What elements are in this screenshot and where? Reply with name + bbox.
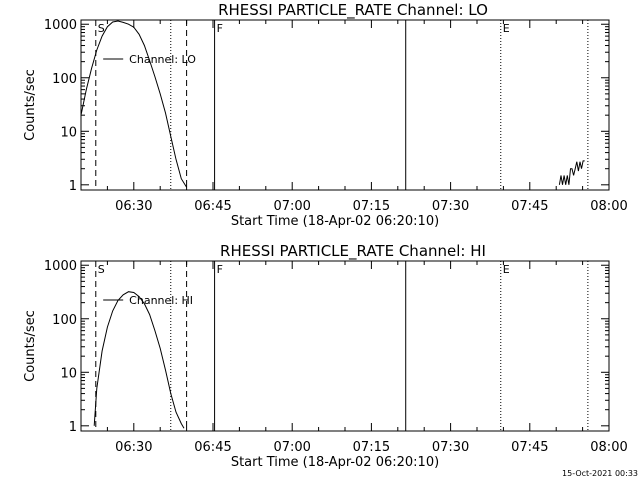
chart0-series-line-1: [558, 160, 585, 185]
chart0-x-tick-label: 06:45: [194, 199, 231, 214]
chart0-x-tick-label: 07:15: [353, 199, 390, 214]
footer-timestamp: 15-Oct-2021 00:33: [562, 469, 638, 478]
chart0-series-line-0: [81, 20, 188, 188]
chart1-y-tick-label: 1000: [44, 259, 77, 274]
chart1-y-axis-label: Counts/sec: [23, 310, 38, 382]
chart-panel-lo: RHESSI PARTICLE_RATE Channel: LO 06:30 06:…: [23, 1, 628, 229]
chart1-event-marker-label: E: [503, 263, 510, 276]
chart1-x-tick-label: 07:45: [511, 440, 548, 455]
chart0-x-tick-label: 06:30: [115, 199, 152, 214]
chart0-event-marker-label: E: [503, 22, 510, 35]
chart1-x-tick-label: 06:30: [115, 440, 152, 455]
chart0-y-tick-label: 10: [60, 125, 77, 140]
chart1-x-tick-label: 08:00: [590, 440, 627, 455]
chart1-title: RHESSI PARTICLE_RATE Channel: HI: [220, 242, 486, 261]
chart0-x-tick-label: 07:30: [432, 199, 469, 214]
chart0-legend-label: Channel: LO: [129, 53, 196, 66]
chart0-y-tick-label: 1: [69, 179, 77, 194]
chart1-x-tick-label: 07:15: [353, 440, 390, 455]
chart-panel-hi: RHESSI PARTICLE_RATE Channel: HI 06:30 06:…: [23, 242, 628, 470]
chart1-event-marker-label: S: [98, 263, 105, 276]
chart0-y-tick-label: 1000: [44, 18, 77, 33]
chart0-x-tick-label: 07:00: [273, 199, 310, 214]
chart0-y-axis-label: Counts/sec: [23, 69, 38, 141]
chart1-plot-frame: [80, 260, 610, 432]
chart1-series-line-0: [93, 291, 185, 429]
chart1-x-tick-label: 07:30: [432, 440, 469, 455]
chart0-title: RHESSI PARTICLE_RATE Channel: LO: [218, 1, 488, 20]
chart0-y-tick-label: 100: [52, 72, 77, 87]
chart1-y-tick-label: 1: [69, 420, 77, 435]
chart0-x-tick-label: 08:00: [590, 199, 627, 214]
chart1-y-tick-label: 10: [60, 366, 77, 381]
chart0-x-axis-label: Start Time (18-Apr-02 06:20:10): [231, 214, 439, 229]
chart0-event-marker-label: S: [98, 22, 105, 35]
chart1-x-tick-label: 07:00: [273, 440, 310, 455]
chart1-event-marker-label: F: [217, 263, 223, 276]
chart0-event-marker-label: F: [217, 22, 223, 35]
chart1-legend-label: Channel: HI: [129, 294, 193, 307]
chart1-x-tick-label: 06:45: [194, 440, 231, 455]
chart1-x-axis-label: Start Time (18-Apr-02 06:20:10): [231, 455, 439, 470]
chart0-plot-frame: [80, 19, 610, 191]
chart1-y-tick-label: 100: [52, 313, 77, 328]
chart0-x-tick-label: 07:45: [511, 199, 548, 214]
